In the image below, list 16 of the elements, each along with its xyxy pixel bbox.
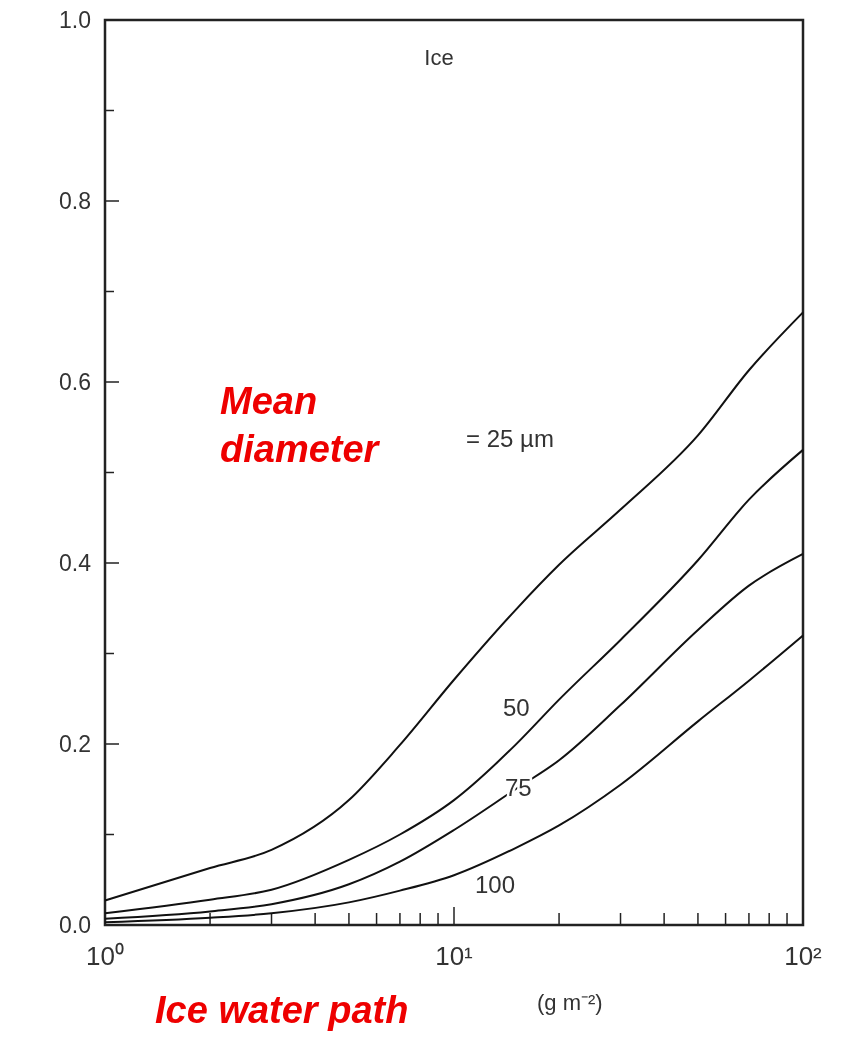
y-tick-label: 1.0 — [59, 7, 91, 34]
y-tick-label: 0.6 — [59, 369, 91, 396]
y-tick-label: 0.2 — [59, 731, 91, 758]
x-tick-label: 10⁰ — [86, 941, 124, 971]
annotation: Ice — [424, 45, 454, 70]
annotation: = 25 µm — [466, 425, 554, 452]
annotation: 50 — [503, 694, 530, 721]
annotation: 100 — [475, 871, 516, 898]
text: (g m⁻²) — [537, 990, 603, 1015]
annotation: Mean diameter — [220, 380, 381, 470]
y-tick-label: 0.0 — [59, 912, 91, 939]
x-axis-title: Ice water path — [155, 989, 409, 1031]
x-tick-label: 10² — [784, 941, 823, 971]
x-tick-label: 10¹ — [435, 941, 474, 971]
y-tick-label: 0.8 — [59, 188, 91, 215]
y-tick-label: 0.4 — [59, 550, 92, 577]
